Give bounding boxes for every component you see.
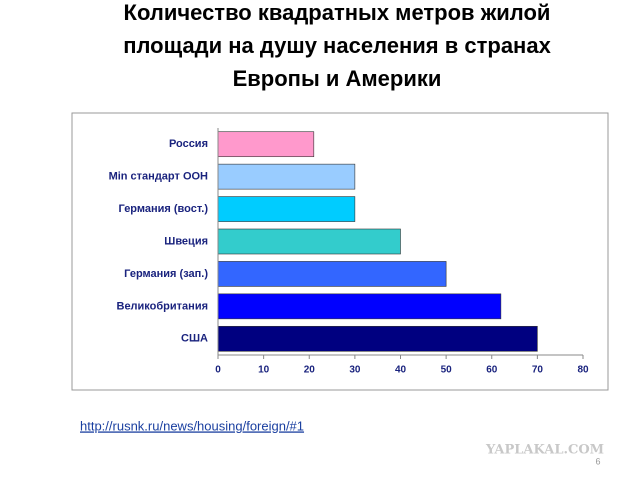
y-tick-label: Великобритания [117,300,209,312]
x-tick-label: 70 [532,365,544,376]
x-tick-label: 10 [258,365,270,376]
y-tick-label: Россия [169,138,208,150]
x-tick-label: 50 [441,365,453,376]
y-tick-label: США [181,333,208,345]
bar [217,293,502,320]
bar [217,131,315,158]
bar [217,196,356,222]
x-tick-label: 60 [486,365,498,376]
bar [217,228,401,255]
x-tick-label: 80 [577,365,589,376]
bar [217,163,356,190]
bar [217,325,538,352]
chart-title: площади на душу населения в странах [123,33,551,58]
x-tick-label: 0 [215,365,221,376]
y-tick-label: Германия (зап.) [124,268,208,280]
watermark: YAPLAKAL.COM [485,443,604,458]
y-tick-label: Min стандарт ООН [109,171,208,183]
chart-title: Количество квадратных метров жилой [124,0,551,25]
chart-title: Европы и Америки [233,66,442,91]
source-link[interactable]: http://rusnk.ru/news/housing/foreign/#1 [80,418,304,433]
page-number: 6 [595,456,600,466]
x-tick-label: 30 [349,365,361,376]
x-tick-label: 20 [304,365,316,376]
y-tick-label: Швеция [164,235,208,247]
x-tick-label: 40 [395,365,407,376]
chart-frame [71,112,609,391]
y-tick-label: Германия (вост.) [119,203,209,215]
bar [217,261,447,287]
